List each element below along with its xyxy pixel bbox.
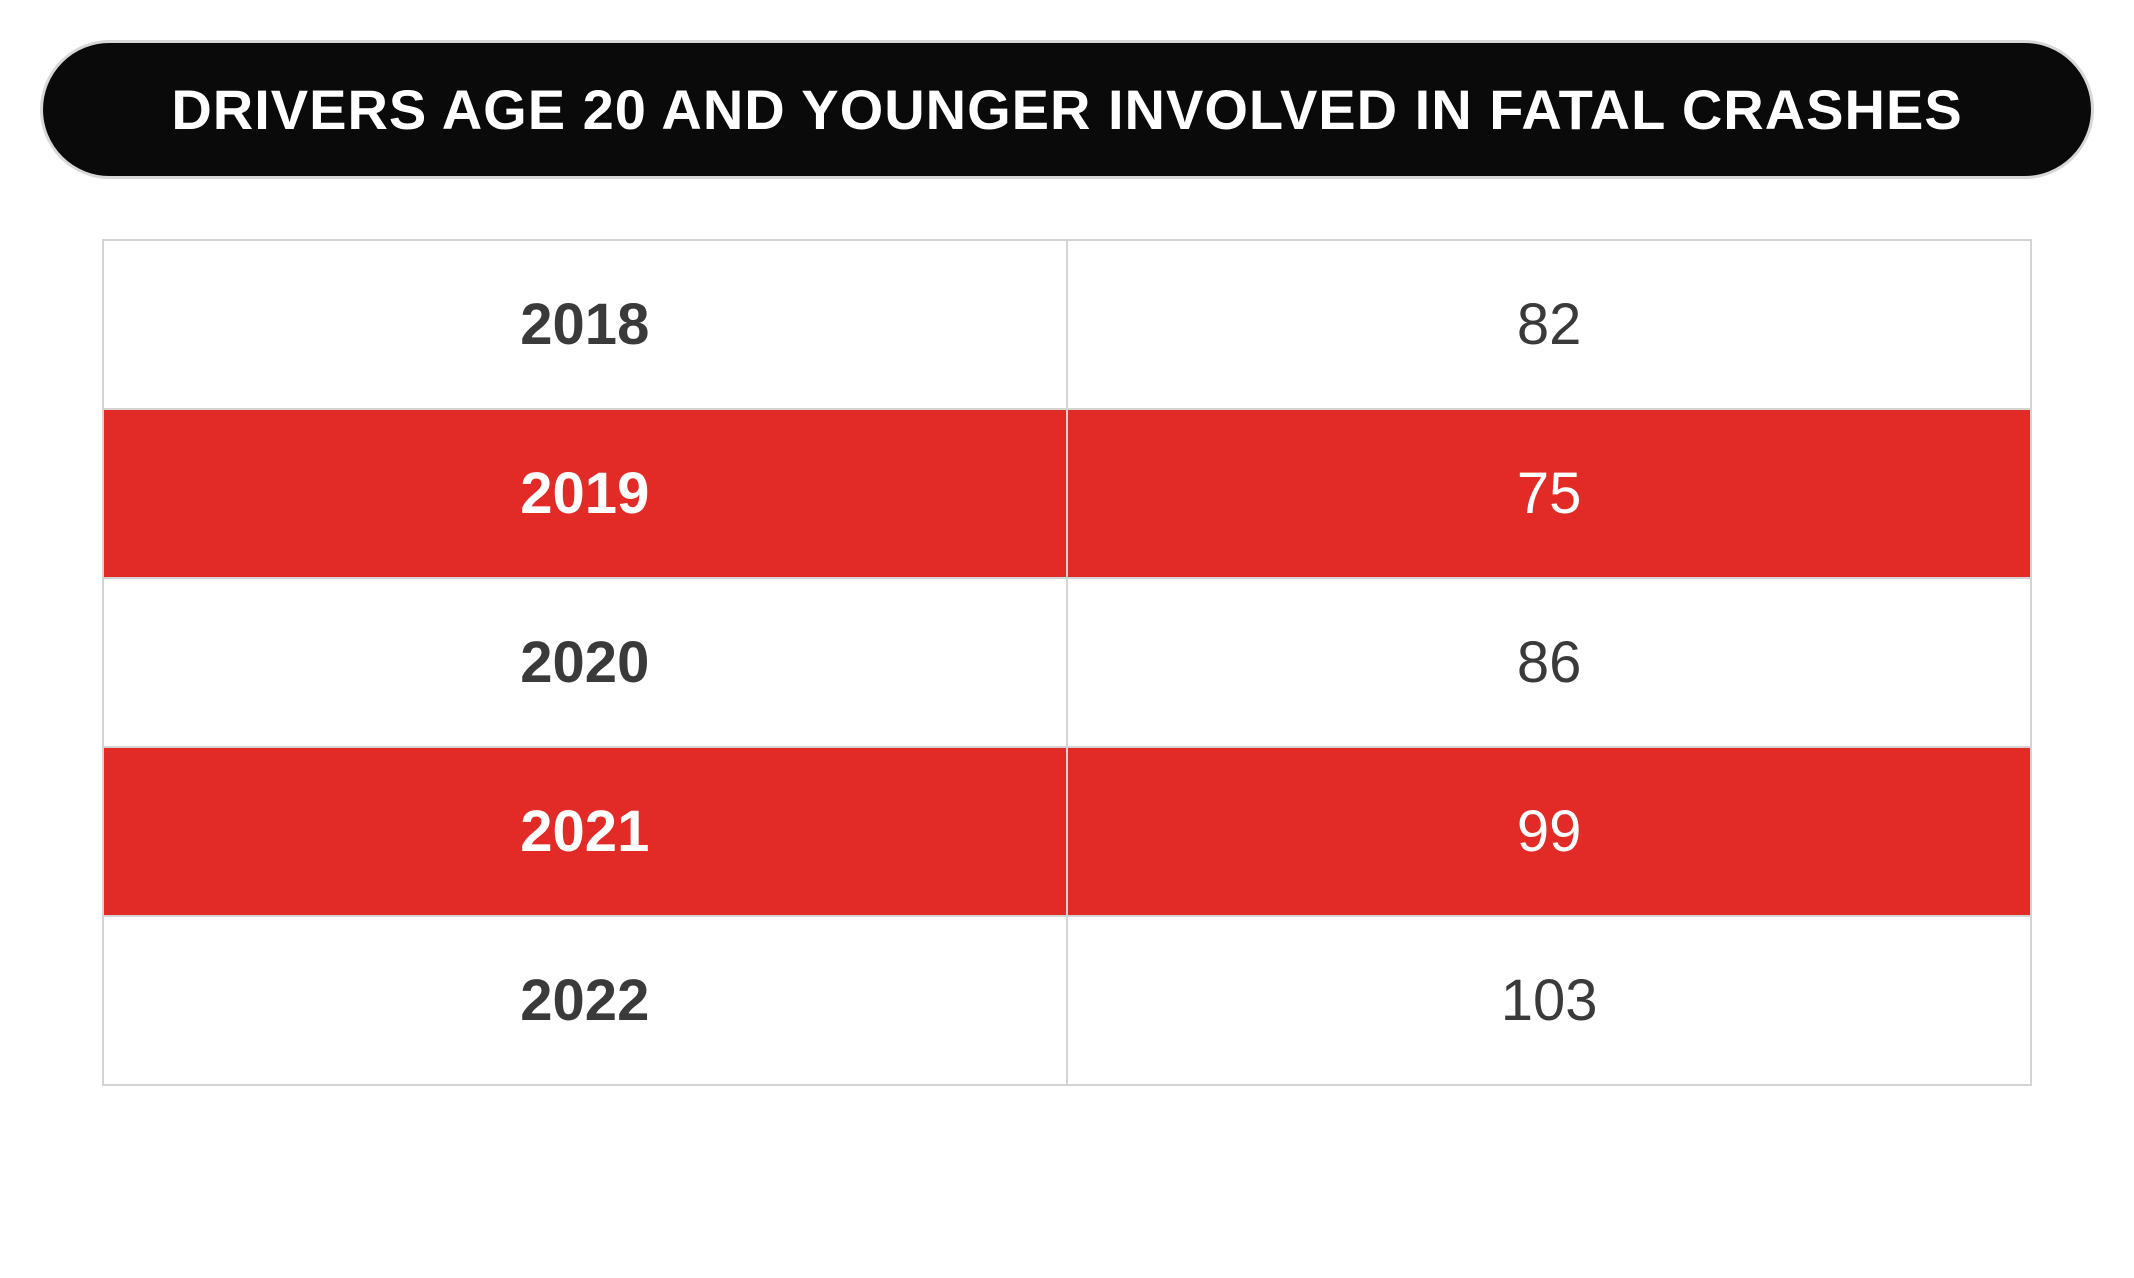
year-cell: 2020 bbox=[103, 578, 1067, 747]
title-bar: DRIVERS AGE 20 AND YOUNGER INVOLVED IN F… bbox=[40, 40, 2094, 179]
table-row: 2019 75 bbox=[103, 409, 2032, 578]
value-cell: 103 bbox=[1067, 916, 2031, 1085]
year-cell: 2019 bbox=[103, 409, 1067, 578]
value-cell: 86 bbox=[1067, 578, 2031, 747]
year-cell: 2018 bbox=[103, 240, 1067, 409]
data-table: 2018 82 2019 75 2020 86 2021 99 2022 103 bbox=[102, 239, 2033, 1086]
year-cell: 2022 bbox=[103, 916, 1067, 1085]
table-row: 2021 99 bbox=[103, 747, 2032, 916]
year-cell: 2021 bbox=[103, 747, 1067, 916]
value-cell: 75 bbox=[1067, 409, 2031, 578]
value-cell: 82 bbox=[1067, 240, 2031, 409]
table-row: 2020 86 bbox=[103, 578, 2032, 747]
table-row: 2018 82 bbox=[103, 240, 2032, 409]
infographic-container: DRIVERS AGE 20 AND YOUNGER INVOLVED IN F… bbox=[40, 40, 2094, 1086]
page-title: DRIVERS AGE 20 AND YOUNGER INVOLVED IN F… bbox=[103, 77, 2031, 142]
table-body: 2018 82 2019 75 2020 86 2021 99 2022 103 bbox=[103, 240, 2032, 1085]
table-row: 2022 103 bbox=[103, 916, 2032, 1085]
value-cell: 99 bbox=[1067, 747, 2031, 916]
